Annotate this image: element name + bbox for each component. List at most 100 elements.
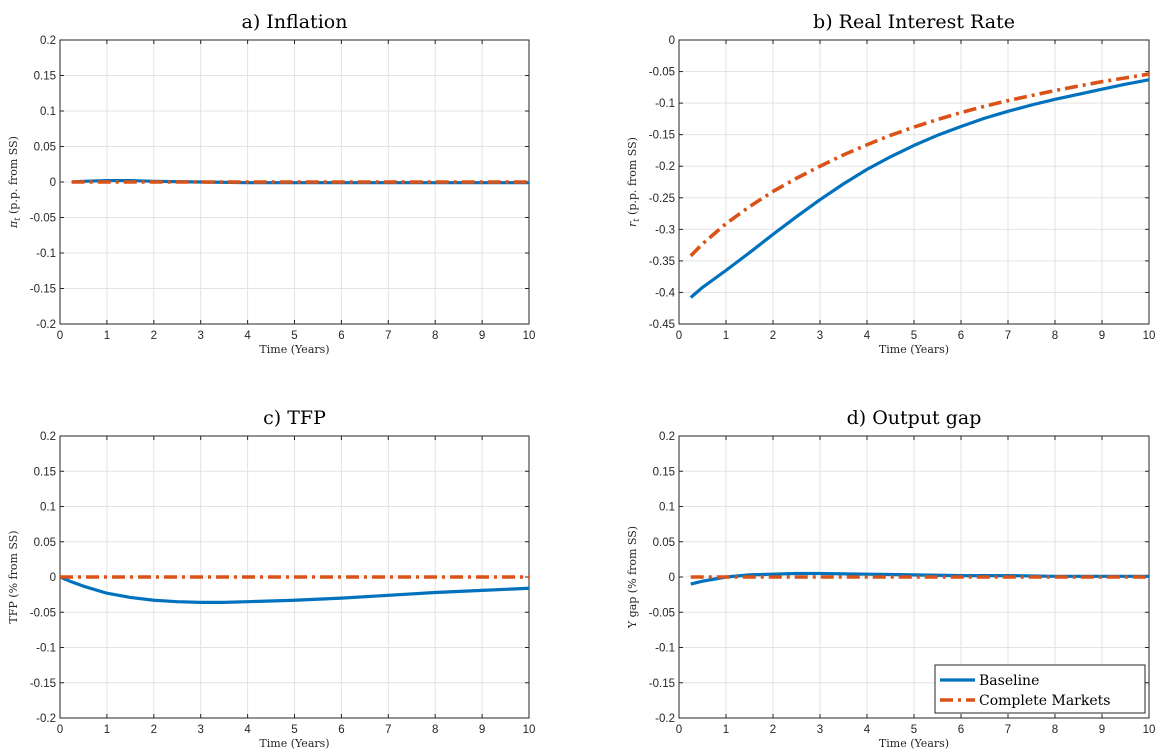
x-tick-label: 10 (523, 724, 536, 736)
x-tick-label: 9 (479, 330, 485, 342)
series-line-complete-markets (689, 72, 1149, 258)
y-tick-label: 0.05 (34, 537, 56, 549)
x-tick-label: 8 (1052, 330, 1058, 342)
x-axis-label: Time (Years) (259, 343, 329, 356)
y-axis-label: rt (p.p. from SS) (626, 137, 641, 227)
y-tick-label: -0.1 (655, 98, 675, 110)
legend-label-complete-markets: Complete Markets (979, 693, 1110, 709)
x-tick-label: 5 (911, 724, 917, 736)
y-tick-label: -0.2 (36, 713, 56, 725)
x-tick-label: 1 (723, 330, 729, 342)
y-tick-label: -0.1 (36, 248, 56, 260)
y-tick-label: -0.1 (655, 643, 675, 655)
x-tick-label: 2 (151, 330, 157, 342)
x-tick-label: 4 (864, 330, 871, 342)
y-tick-label: -0.1 (36, 643, 56, 655)
y-tick-label: 0.05 (34, 142, 56, 154)
chart-title: c) TFP (263, 407, 326, 429)
x-tick-label: 9 (1099, 724, 1105, 736)
x-tick-label: 4 (864, 724, 871, 736)
x-tick-label: 6 (958, 330, 964, 342)
x-tick-label: 1 (104, 330, 110, 342)
x-tick-label: 3 (817, 724, 823, 736)
x-tick-label: 9 (479, 724, 485, 736)
x-tick-label: 6 (338, 330, 344, 342)
x-tick-label: 7 (385, 330, 391, 342)
x-tick-label: 7 (1005, 724, 1011, 736)
y-tick-label: -0.3 (655, 224, 675, 236)
y-tick-label: -0.45 (649, 319, 675, 331)
x-tick-label: 0 (676, 330, 682, 342)
x-tick-label: 2 (770, 330, 776, 342)
y-tick-label: 0.2 (40, 431, 56, 443)
y-tick-label: 0.1 (40, 502, 56, 514)
chart-title: b) Real Interest Rate (813, 11, 1015, 33)
y-tick-label: -0.15 (649, 130, 675, 142)
x-tick-label: 10 (523, 330, 536, 342)
series-line-baseline (689, 78, 1149, 299)
y-tick-label: -0.35 (649, 256, 675, 268)
x-tick-label: 3 (197, 330, 203, 342)
x-tick-label: 8 (1052, 724, 1058, 736)
y-label-subscript: t (632, 218, 641, 222)
x-tick-label: 4 (244, 330, 251, 342)
panel-3: 0 1 2 3 4 5 6 7 8 9 10 -0.2 -0.15 -0.1 -0.05 0 0.05 0.1 0.… (7, 407, 535, 750)
y-tick-label: 0 (669, 572, 675, 584)
series-line-baseline (60, 575, 529, 604)
y-tick-label: 0 (50, 572, 56, 584)
y-label-text: (p.p. from SS) (626, 137, 639, 218)
y-tick-label: 0 (669, 35, 675, 47)
y-tick-label: 0.15 (34, 466, 56, 478)
y-axis-label: Y gap (% from SS) (626, 526, 639, 629)
y-tick-label: -0.05 (30, 213, 56, 225)
x-tick-label: 10 (1143, 724, 1156, 736)
x-tick-label: 7 (1005, 330, 1011, 342)
y-tick-label: 0.2 (659, 431, 675, 443)
x-tick-label: 5 (911, 330, 917, 342)
x-tick-label: 0 (57, 330, 63, 342)
y-tick-label: -0.2 (36, 319, 56, 331)
legend-label-baseline: Baseline (979, 673, 1039, 689)
panel-1: 0 1 2 3 4 5 6 7 8 9 10 -0.2 -0.15 -0.1 -0.05 0 0.05 0.1 0.… (7, 11, 535, 356)
y-tick-label: -0.2 (655, 161, 675, 173)
y-tick-label: -0.05 (649, 67, 675, 79)
x-tick-label: 6 (338, 724, 344, 736)
x-tick-label: 3 (197, 724, 203, 736)
y-tick-label: 0.1 (40, 106, 56, 118)
x-axis-label: Time (Years) (879, 737, 949, 750)
x-tick-label: 5 (291, 724, 297, 736)
x-tick-label: 5 (291, 330, 297, 342)
y-axis-label: TFP (% from SS) (7, 530, 20, 623)
y-tick-label: -0.15 (649, 678, 675, 690)
y-tick-label: -0.15 (30, 678, 56, 690)
y-label-text: (p.p. from SS) (7, 136, 20, 217)
y-label-subscript: t (13, 217, 22, 221)
x-axis-label: Time (Years) (259, 737, 329, 750)
x-tick-label: 9 (1099, 330, 1105, 342)
x-tick-label: 2 (770, 724, 776, 736)
panel-4: 0 1 2 3 4 5 6 7 8 9 10 -0.2 -0.15 -0.1 -0.05 0 0.05 0.1 0.… (626, 407, 1155, 750)
y-tick-label: 0.05 (653, 537, 675, 549)
y-tick-label: 0.15 (34, 71, 56, 83)
chart-title: d) Output gap (847, 407, 982, 429)
y-tick-label: 0.2 (40, 35, 56, 47)
y-axis-label: πt (p.p. from SS) (7, 136, 22, 229)
chart-title: a) Inflation (242, 11, 348, 33)
series-line-baseline (690, 571, 1149, 586)
x-tick-label: 4 (244, 724, 251, 736)
x-tick-label: 8 (432, 330, 438, 342)
x-tick-label: 7 (385, 724, 391, 736)
legend: Baseline Complete Markets (934, 664, 1146, 714)
y-tick-label: -0.05 (30, 607, 56, 619)
y-tick-label: 0.15 (653, 466, 675, 478)
y-tick-label: -0.15 (30, 284, 56, 296)
y-tick-label: -0.25 (649, 193, 675, 205)
x-tick-label: 8 (432, 724, 438, 736)
y-label-symbol: r (626, 221, 639, 227)
x-tick-label: 3 (817, 330, 823, 342)
x-tick-label: 1 (104, 724, 110, 736)
panel-2: 0 1 2 3 4 5 6 7 8 9 10 -0.45 -0.4 -0.35 -0.3 -0.25 -0.2 -… (626, 11, 1155, 356)
y-tick-label: 0.1 (659, 502, 675, 514)
x-tick-label: 0 (676, 724, 682, 736)
